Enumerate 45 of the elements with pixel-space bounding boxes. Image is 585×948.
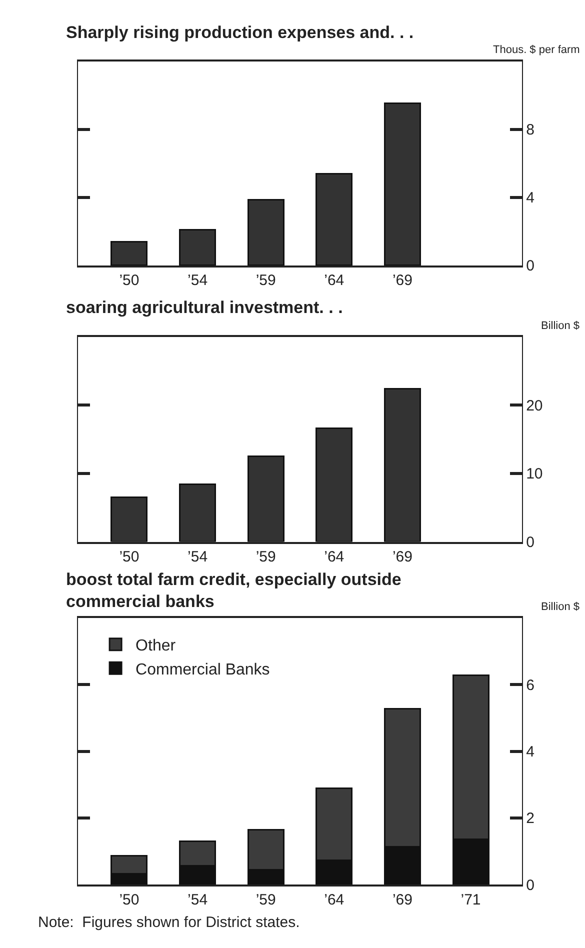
chart-title: Sharply rising production expenses and. . . xyxy=(66,23,414,42)
y-tick-label: 4 xyxy=(526,190,534,207)
x-tick-label: ’64 xyxy=(324,548,344,566)
y-tick-label: 0 xyxy=(526,534,534,552)
x-tick-label: ’50 xyxy=(119,548,140,566)
x-tick-label: ’54 xyxy=(188,272,208,290)
x-tick-label: ’71 xyxy=(460,891,481,908)
text: Note: Figures shown for District states. xyxy=(38,914,300,931)
x-tick-label: ’59 xyxy=(256,891,276,908)
y-axis-title: Billion $ xyxy=(541,601,580,613)
x-tick-label: ’59 xyxy=(256,548,276,566)
legend-label: Commercial Banks xyxy=(136,661,270,678)
chart-title: soaring agricultural investment. . . xyxy=(66,298,343,317)
y-tick-label: 20 xyxy=(526,397,543,414)
bar xyxy=(247,456,284,542)
bar xyxy=(110,240,148,266)
x-tick-label: ’50 xyxy=(119,272,140,290)
x-tick-label: ’54 xyxy=(188,891,208,908)
bar xyxy=(384,388,421,542)
y-tick-label: 6 xyxy=(526,676,534,694)
bar xyxy=(179,229,216,266)
bar xyxy=(247,199,284,266)
x-tick-label: ’50 xyxy=(119,891,140,908)
x-tick-label: ’69 xyxy=(392,548,412,566)
y-axis-title: Billion $ xyxy=(541,320,580,332)
y-tick-label: 0 xyxy=(526,876,534,894)
y-axis-title: Thous. $ per farm xyxy=(493,44,580,56)
legend-label: Other xyxy=(136,638,176,655)
y-tick-label: 0 xyxy=(526,258,534,275)
x-tick-label: ’64 xyxy=(324,891,344,908)
x-tick-label: ’54 xyxy=(188,548,208,566)
bar xyxy=(110,496,148,542)
bar xyxy=(316,428,353,542)
x-tick-label: ’64 xyxy=(324,272,344,290)
x-tick-label: ’59 xyxy=(256,272,276,290)
y-tick-label: 2 xyxy=(526,810,534,828)
bar xyxy=(316,172,353,266)
y-tick-label: 8 xyxy=(526,122,534,139)
x-tick-label: ’69 xyxy=(392,891,412,908)
y-tick-label: 4 xyxy=(526,744,534,761)
chart-title: boost total farm credit, especially outside commercial banks xyxy=(66,570,402,612)
bar xyxy=(179,484,216,542)
bar xyxy=(384,102,421,266)
y-tick-label: 10 xyxy=(526,466,543,483)
x-tick-label: ’69 xyxy=(392,272,412,290)
